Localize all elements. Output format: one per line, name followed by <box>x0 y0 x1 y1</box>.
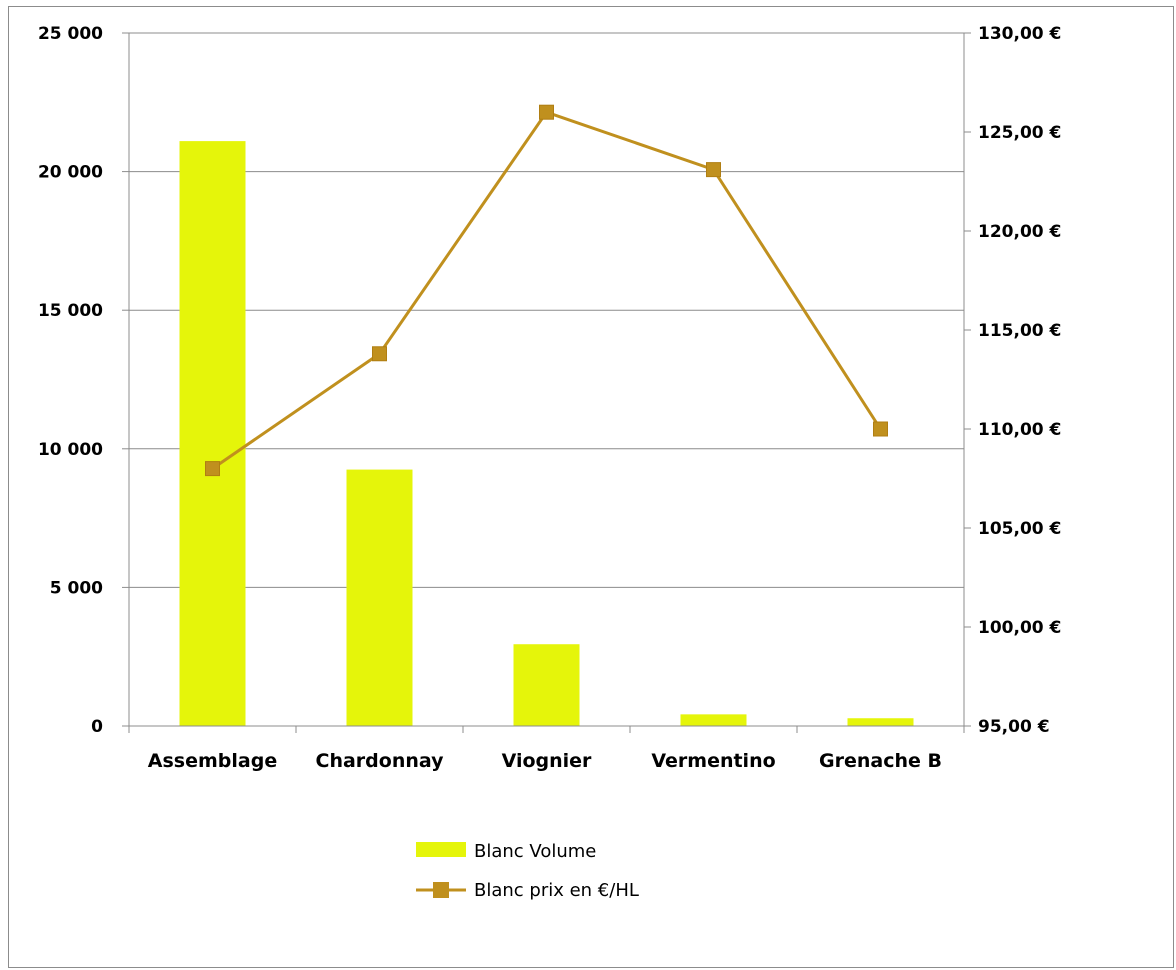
category-label: Viognier <box>502 750 592 772</box>
price-marker-chardonnay <box>372 346 387 362</box>
left-tick-label: 5 000 <box>50 578 103 598</box>
right-tick-label: 105,00 € <box>978 519 1061 539</box>
legend-swatch-price-marker <box>433 882 449 898</box>
price-marker-assemblage <box>205 461 220 477</box>
category-labels: Assemblage Chardonnay Viognier Vermentino Gr… <box>148 750 942 772</box>
right-tick-label: 95,00 € <box>978 717 1050 737</box>
right-tick-label: 100,00 € <box>978 618 1061 638</box>
bar-assemblage <box>179 141 246 726</box>
category-label: Grenache B <box>819 750 942 772</box>
legend-swatch-volume <box>416 842 466 857</box>
left-tick-label: 10 000 <box>38 440 103 460</box>
category-label: Chardonnay <box>316 750 445 772</box>
category-label: Assemblage <box>148 750 277 772</box>
category-label: Vermentino <box>651 750 775 772</box>
right-axis-tick-labels: 95,00 € 100,00 € 105,00 € 110,00 € 115,00 € 1… <box>978 24 1061 737</box>
legend-label-price: Blanc prix en €/HL <box>474 880 639 901</box>
left-axis-tick-labels: 0 5 000 10 000 15 000 20 000 25 000 <box>38 24 103 737</box>
bar-series <box>179 141 914 726</box>
left-tick-label: 0 <box>91 717 103 737</box>
right-tick-label: 110,00 € <box>978 420 1061 440</box>
line-series <box>205 104 888 477</box>
axes <box>122 32 971 733</box>
right-tick-label: 125,00 € <box>978 123 1061 143</box>
bar-viognier <box>513 644 580 726</box>
price-line <box>211 110 882 470</box>
left-tick-label: 25 000 <box>38 24 103 44</box>
price-marker-vermentino <box>706 162 721 178</box>
price-marker-grenache-b <box>873 421 888 437</box>
bar-vermentino <box>680 714 747 726</box>
price-marker-viognier <box>539 104 554 120</box>
left-tick-label: 20 000 <box>38 163 103 183</box>
right-tick-label: 115,00 € <box>978 321 1061 341</box>
gridlines <box>129 32 964 588</box>
right-tick-label: 120,00 € <box>978 222 1061 242</box>
legend-label-volume: Blanc Volume <box>474 841 596 862</box>
right-tick-label: 130,00 € <box>978 24 1061 44</box>
legend: Blanc Volume Blanc prix en €/HL <box>416 841 639 901</box>
left-tick-label: 15 000 <box>38 301 103 321</box>
bar-chardonnay <box>346 469 413 726</box>
bar-grenache-b <box>847 718 914 726</box>
